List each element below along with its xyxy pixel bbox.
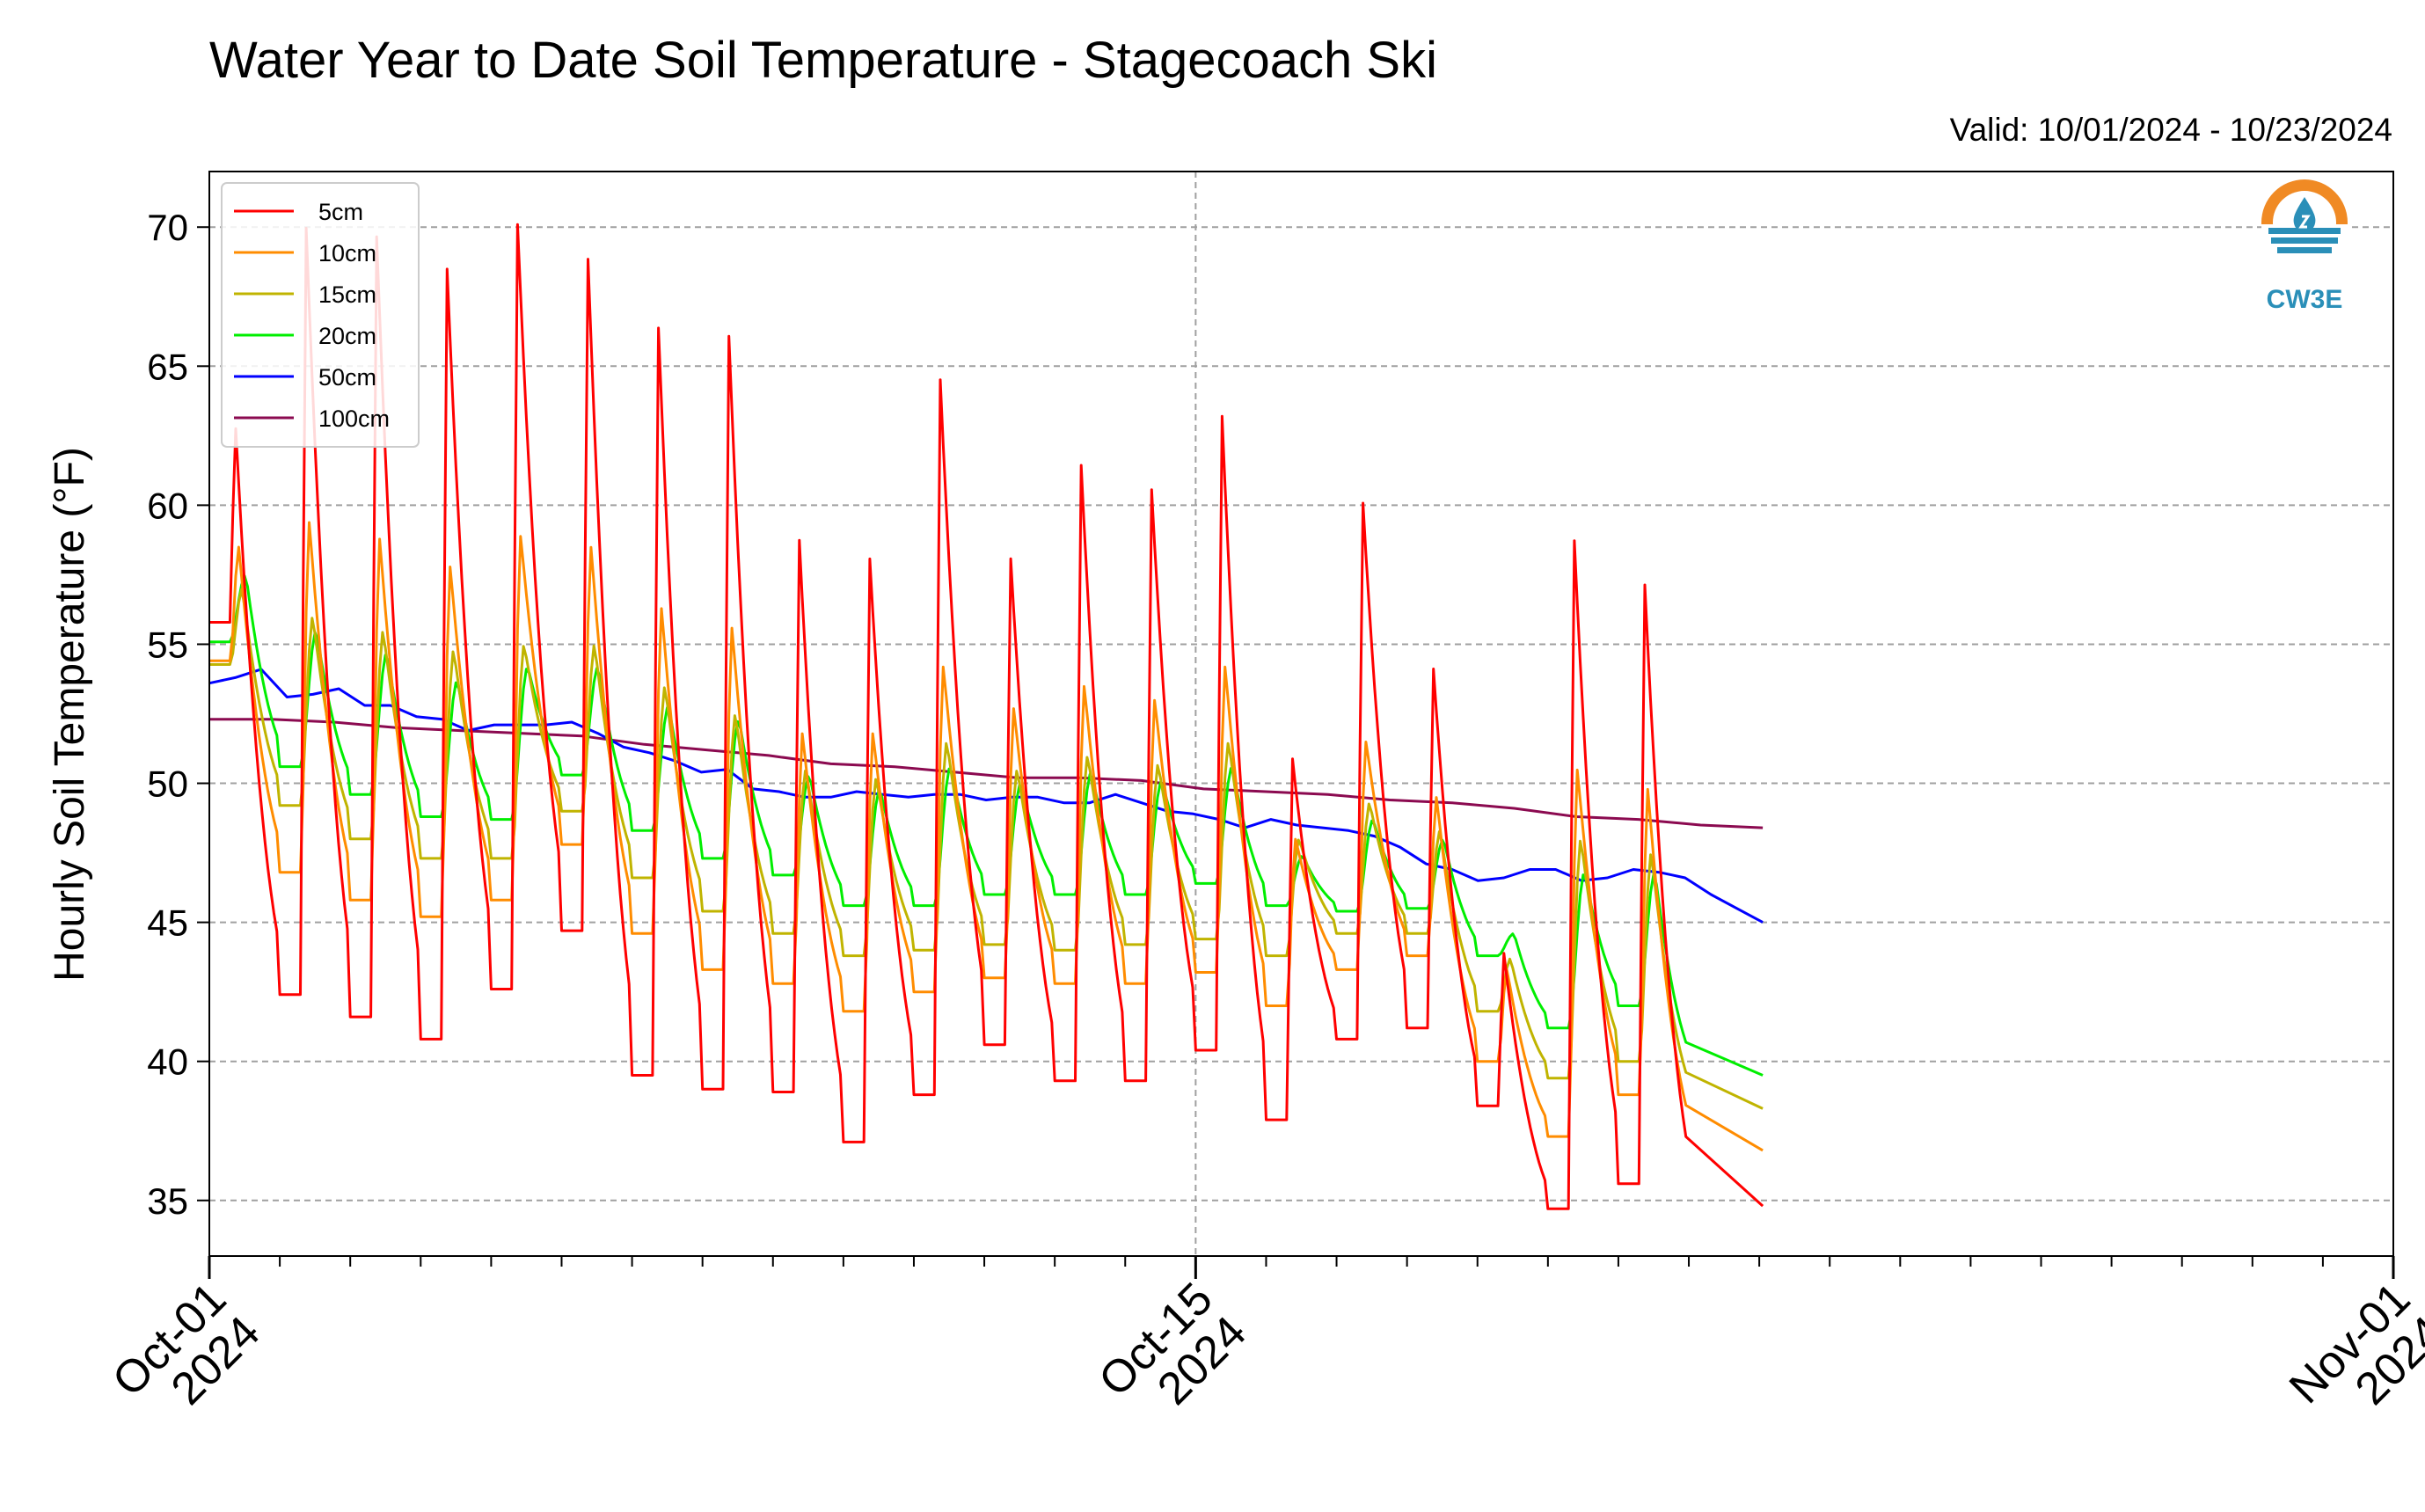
y-tick-label: 55 (147, 624, 188, 665)
y-tick-label: 45 (147, 902, 188, 944)
x-tick-label: Oct-152024 (1089, 1273, 1256, 1440)
y-axis-label: Hourly Soil Temperature (°F) (47, 447, 93, 982)
legend-label-5cm: 5cm (318, 199, 363, 225)
cw3e-logo-text: CW3E (2267, 285, 2343, 314)
legend-frame (221, 182, 420, 448)
plot-frame (208, 171, 2394, 1257)
legend: 5cm 10cm 15cm 20cm 50cm 100cm (221, 182, 420, 448)
y-tick-label: 50 (147, 763, 188, 805)
x-tick-label: Oct-012024 (103, 1273, 270, 1440)
y-tick-label: 40 (147, 1041, 188, 1083)
series-line-10cm (209, 521, 1764, 1152)
y-tick-label: 35 (147, 1180, 188, 1222)
series-line-5cm (209, 223, 1764, 1210)
legend-label-15cm: 15cm (318, 281, 376, 308)
legend-label-20cm: 20cm (318, 323, 376, 349)
cw3e-logo: CW3E (2261, 179, 2348, 314)
y-axis-ticks: 35 40 45 50 55 60 65 70 (147, 207, 209, 1222)
chart-title: Water Year to Date Soil Temperature - St… (209, 32, 1437, 89)
valid-date-range: Valid: 10/01/2024 - 10/23/2024 (1950, 112, 2392, 148)
y-tick-label: 60 (147, 485, 188, 526)
x-tick-label: Nov-012024 (2280, 1273, 2425, 1447)
legend-label-10cm: 10cm (318, 240, 376, 267)
x-axis-ticks: Oct-012024 Oct-152024 Nov-012024 (103, 1256, 2425, 1447)
cw3e-droplet-icon (2261, 179, 2348, 267)
legend-label-100cm: 100cm (318, 405, 390, 432)
y-tick-label: 70 (147, 207, 188, 248)
data-series (208, 223, 1764, 1210)
legend-label-50cm: 50cm (318, 364, 376, 391)
y-tick-label: 65 (147, 346, 188, 387)
